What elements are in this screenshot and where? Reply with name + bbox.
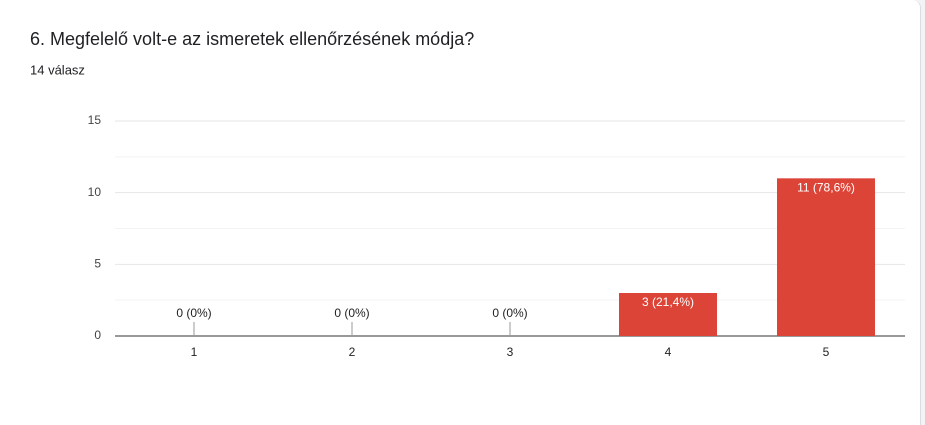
x-tick-label: 3 [507,345,514,359]
value-label: 11 (78,6%) [797,181,855,195]
bar [619,293,717,336]
x-tick-label: 2 [349,345,356,359]
bar [777,178,875,336]
chart-title: 6. Megfelelő volt-e az ismeretek ellenőr… [30,29,474,49]
x-tick-label: 1 [191,345,198,359]
y-tick-label: 0 [94,328,101,342]
chart-subtitle: 14 válasz [30,62,85,77]
y-tick-label: 5 [94,257,101,271]
value-label: 0 (0%) [176,306,211,320]
x-tick-label: 4 [665,345,672,359]
value-label: 0 (0%) [492,306,527,320]
value-label: 0 (0%) [334,306,369,320]
x-tick-label: 5 [823,345,830,359]
y-tick-label: 10 [88,185,102,199]
value-label: 3 (21,4%) [642,295,694,309]
y-tick-label: 15 [88,113,102,127]
